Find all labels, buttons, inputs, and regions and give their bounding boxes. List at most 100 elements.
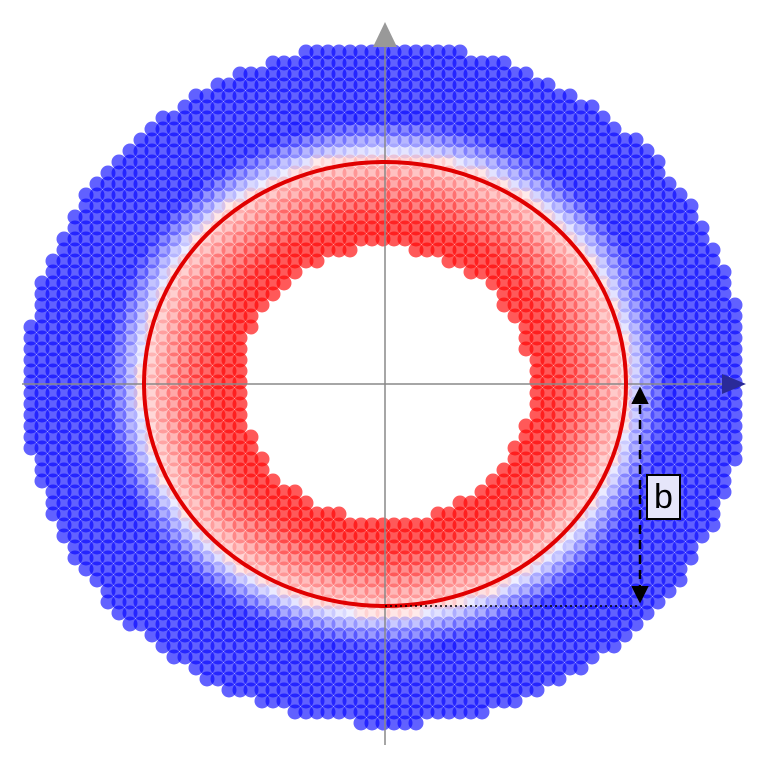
red-particle (463, 572, 479, 588)
red-particle (188, 396, 204, 412)
blue-particle (243, 572, 259, 588)
blue-particle (100, 396, 116, 412)
red-particle (540, 264, 556, 280)
blue-particle (144, 286, 160, 302)
red-particle (232, 209, 248, 225)
blue-particle (177, 550, 193, 566)
red-particle (199, 407, 215, 423)
red-particle (199, 253, 215, 269)
blue-particle (243, 660, 259, 676)
red-particle (529, 473, 545, 489)
blue-particle (573, 99, 589, 115)
blue-particle (45, 297, 61, 313)
blue-particle (584, 121, 600, 137)
blue-particle (166, 528, 182, 544)
blue-particle (221, 561, 237, 577)
red-particle (529, 297, 545, 313)
blue-particle (606, 286, 622, 302)
blue-particle (661, 253, 677, 269)
blue-particle (133, 484, 149, 500)
blue-particle (573, 187, 589, 203)
blue-particle (45, 462, 61, 478)
blue-particle (100, 286, 116, 302)
blue-particle (661, 330, 677, 346)
blue-particle (628, 605, 644, 621)
red-particle (474, 550, 490, 566)
red-particle (529, 396, 545, 412)
blue-particle (100, 176, 116, 192)
red-particle (375, 187, 391, 203)
red-particle (529, 462, 545, 478)
red-particle (232, 473, 248, 489)
blue-particle (331, 66, 347, 82)
blue-particle (705, 242, 721, 258)
blue-particle (144, 198, 160, 214)
blue-particle (188, 110, 204, 126)
blue-particle (265, 594, 281, 610)
blue-particle (320, 704, 336, 720)
blue-particle (177, 638, 193, 654)
blue-particle (496, 154, 512, 170)
blue-particle (419, 649, 435, 665)
blue-particle (419, 66, 435, 82)
red-particle (221, 264, 237, 280)
blue-particle (78, 528, 94, 544)
blue-particle (716, 352, 732, 368)
red-particle (518, 231, 534, 247)
blue-particle (199, 583, 215, 599)
blue-particle (375, 132, 391, 148)
red-particle (573, 275, 589, 291)
blue-particle (452, 660, 468, 676)
red-particle (265, 209, 281, 225)
blue-particle (111, 440, 127, 456)
red-particle (353, 539, 369, 555)
red-particle (496, 528, 512, 544)
blue-particle (606, 275, 622, 291)
blue-particle (474, 660, 490, 676)
red-particle (243, 528, 259, 544)
red-particle (452, 176, 468, 192)
red-particle (551, 352, 567, 368)
red-particle (342, 176, 358, 192)
blue-particle (452, 649, 468, 665)
red-particle (177, 341, 193, 357)
blue-particle (496, 66, 512, 82)
blue-particle (551, 627, 567, 643)
blue-particle (496, 132, 512, 148)
blue-particle (617, 616, 633, 632)
blue-particle (584, 154, 600, 170)
blue-particle (232, 572, 248, 588)
blue-particle (485, 165, 501, 181)
blue-particle (606, 220, 622, 236)
blue-particle (562, 209, 578, 225)
blue-particle (56, 484, 72, 500)
red-particle (507, 473, 523, 489)
blue-particle (232, 616, 248, 632)
blue-particle (298, 649, 314, 665)
red-particle (331, 187, 347, 203)
red-particle (408, 176, 424, 192)
red-particle (485, 539, 501, 555)
blue-particle (199, 209, 215, 225)
blue-particle (540, 77, 556, 93)
red-particle (309, 253, 325, 269)
blue-particle (276, 671, 292, 687)
blue-particle (705, 385, 721, 401)
red-particle (309, 220, 325, 236)
blue-particle (199, 539, 215, 555)
red-particle (276, 517, 292, 533)
blue-particle (595, 110, 611, 126)
red-particle (331, 209, 347, 225)
blue-particle (155, 143, 171, 159)
blue-particle (309, 704, 325, 720)
red-particle (551, 462, 567, 478)
blue-particle (562, 539, 578, 555)
blue-particle (254, 110, 270, 126)
blue-particle (650, 539, 666, 555)
blue-particle (23, 385, 39, 401)
blue-particle (397, 121, 413, 137)
blue-particle (78, 352, 94, 368)
red-particle (199, 297, 215, 313)
blue-particle (628, 198, 644, 214)
blue-particle (100, 539, 116, 555)
